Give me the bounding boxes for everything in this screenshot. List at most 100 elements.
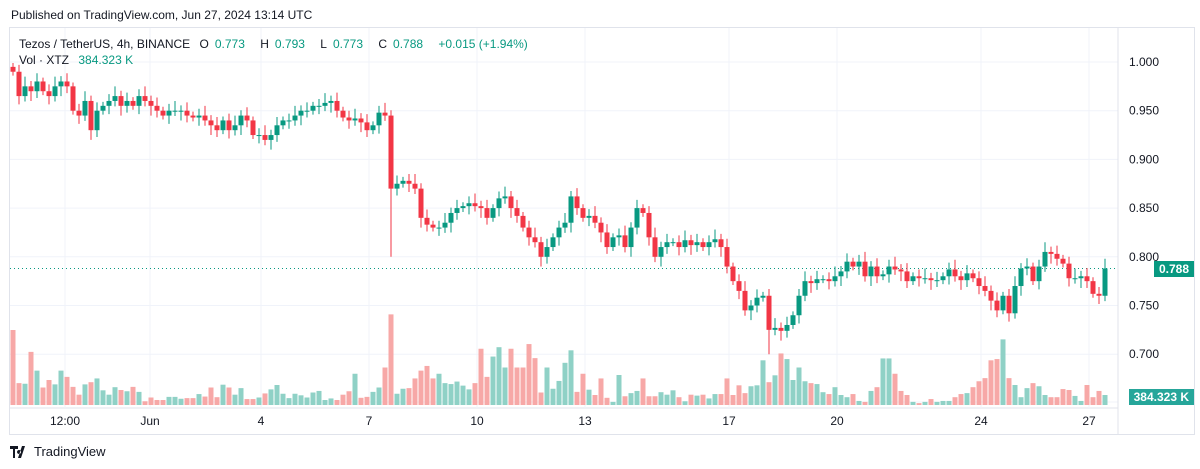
candle-down — [250, 120, 256, 136]
volume-bar — [670, 390, 676, 405]
candle-up — [1012, 286, 1018, 314]
open-label: O — [199, 37, 209, 51]
volume-bar — [628, 393, 634, 405]
time-tick-label: 7 — [366, 414, 373, 428]
published-caption: Published on TradingView.com, Jun 27, 20… — [11, 8, 313, 22]
candle-down — [994, 300, 1000, 311]
candle-down — [592, 215, 598, 223]
volume-bar — [352, 373, 358, 405]
candle-down — [148, 100, 154, 106]
candle-up — [754, 297, 760, 306]
volume-bar — [364, 396, 370, 405]
volume-bar — [76, 394, 82, 405]
candle-up — [310, 105, 316, 111]
candle-down — [154, 105, 160, 111]
volume-bar — [754, 385, 760, 405]
candle-down — [142, 96, 148, 101]
volume-bar — [538, 392, 544, 405]
volume-bar — [310, 392, 316, 405]
candle-down — [862, 261, 868, 277]
candle-up — [94, 110, 100, 131]
candle-down — [652, 237, 658, 257]
volume-bar — [1066, 390, 1072, 405]
volume-bar — [976, 381, 982, 405]
volume-bar — [814, 384, 820, 405]
tradingview-logo[interactable]: TradingView — [10, 444, 106, 459]
candle-up — [790, 315, 796, 325]
candle-up — [814, 279, 820, 284]
volume-bar — [214, 397, 220, 405]
time-tick-label: 24 — [974, 414, 988, 428]
candle-up — [34, 81, 40, 92]
candle-down — [70, 86, 76, 111]
volume-bar — [130, 386, 136, 405]
volume-bar — [1036, 386, 1042, 405]
volume-bar — [490, 356, 496, 405]
candle-down — [958, 276, 964, 281]
volume-bar — [580, 373, 586, 405]
volume-bar — [1060, 389, 1066, 405]
candle-up — [304, 110, 310, 112]
volume-bar — [982, 378, 988, 405]
candle-down — [118, 96, 124, 106]
candle-down — [244, 115, 250, 121]
volume-bar — [514, 367, 520, 405]
volume-bar — [124, 391, 130, 405]
volume-bar — [556, 380, 562, 405]
volume-bar — [244, 399, 250, 405]
volume-bar — [412, 378, 418, 405]
high-value: 0.793 — [274, 37, 305, 51]
candle-up — [496, 198, 502, 209]
volume-bar — [766, 382, 772, 405]
candle-down — [364, 122, 370, 131]
change-value: +0.015 (+1.94%) — [438, 37, 528, 51]
candle-down — [766, 295, 772, 330]
candle-up — [844, 261, 850, 272]
volume-bar — [1024, 388, 1030, 405]
candle-down — [88, 100, 94, 131]
volume-bar — [832, 387, 838, 405]
candle-up — [664, 242, 670, 248]
symbol-title[interactable]: Tezos / TetherUS, 4h, BINANCE — [19, 37, 191, 51]
candle-down — [736, 281, 742, 291]
candle-down — [262, 135, 268, 140]
candle-up — [940, 276, 946, 281]
high-label: H — [260, 37, 269, 51]
volume-bar — [598, 378, 604, 405]
volume-bar — [682, 401, 688, 405]
candle-down — [484, 208, 490, 218]
volume-bar — [184, 398, 190, 405]
volume-bar — [370, 391, 376, 405]
volume-bar — [568, 350, 574, 405]
volume-bar — [1078, 400, 1084, 405]
volume-bar — [460, 385, 466, 405]
last-price-tag: 0.788 — [1153, 261, 1194, 277]
candle-up — [1018, 268, 1024, 287]
candle-up — [886, 266, 892, 275]
candle-down — [580, 208, 586, 218]
volume-bar — [1000, 339, 1006, 405]
candle-up — [1036, 266, 1042, 282]
candle-up — [400, 180, 406, 184]
candle-down — [412, 183, 418, 189]
volume-bar — [946, 400, 952, 405]
candle-up — [934, 280, 940, 282]
candle-down — [202, 115, 208, 121]
price-axis: 1.000 0.950 0.900 0.850 0.800 0.750 0.700 — [1129, 55, 1159, 361]
volume-bar — [148, 397, 154, 405]
candle-up — [682, 240, 688, 248]
volume-bar — [100, 390, 106, 405]
volume-bar — [70, 386, 76, 405]
volume-bar — [232, 394, 238, 405]
candle-up — [1078, 276, 1084, 279]
candle-up — [22, 86, 28, 97]
volume-bar — [550, 388, 556, 405]
candle-up — [670, 242, 676, 244]
candle-up — [568, 196, 574, 223]
candle-down — [1060, 258, 1066, 264]
volume-bar — [256, 397, 262, 405]
volume-label[interactable]: Vol · XTZ — [19, 53, 70, 67]
candle-down — [76, 110, 82, 116]
candle-down — [574, 196, 580, 209]
